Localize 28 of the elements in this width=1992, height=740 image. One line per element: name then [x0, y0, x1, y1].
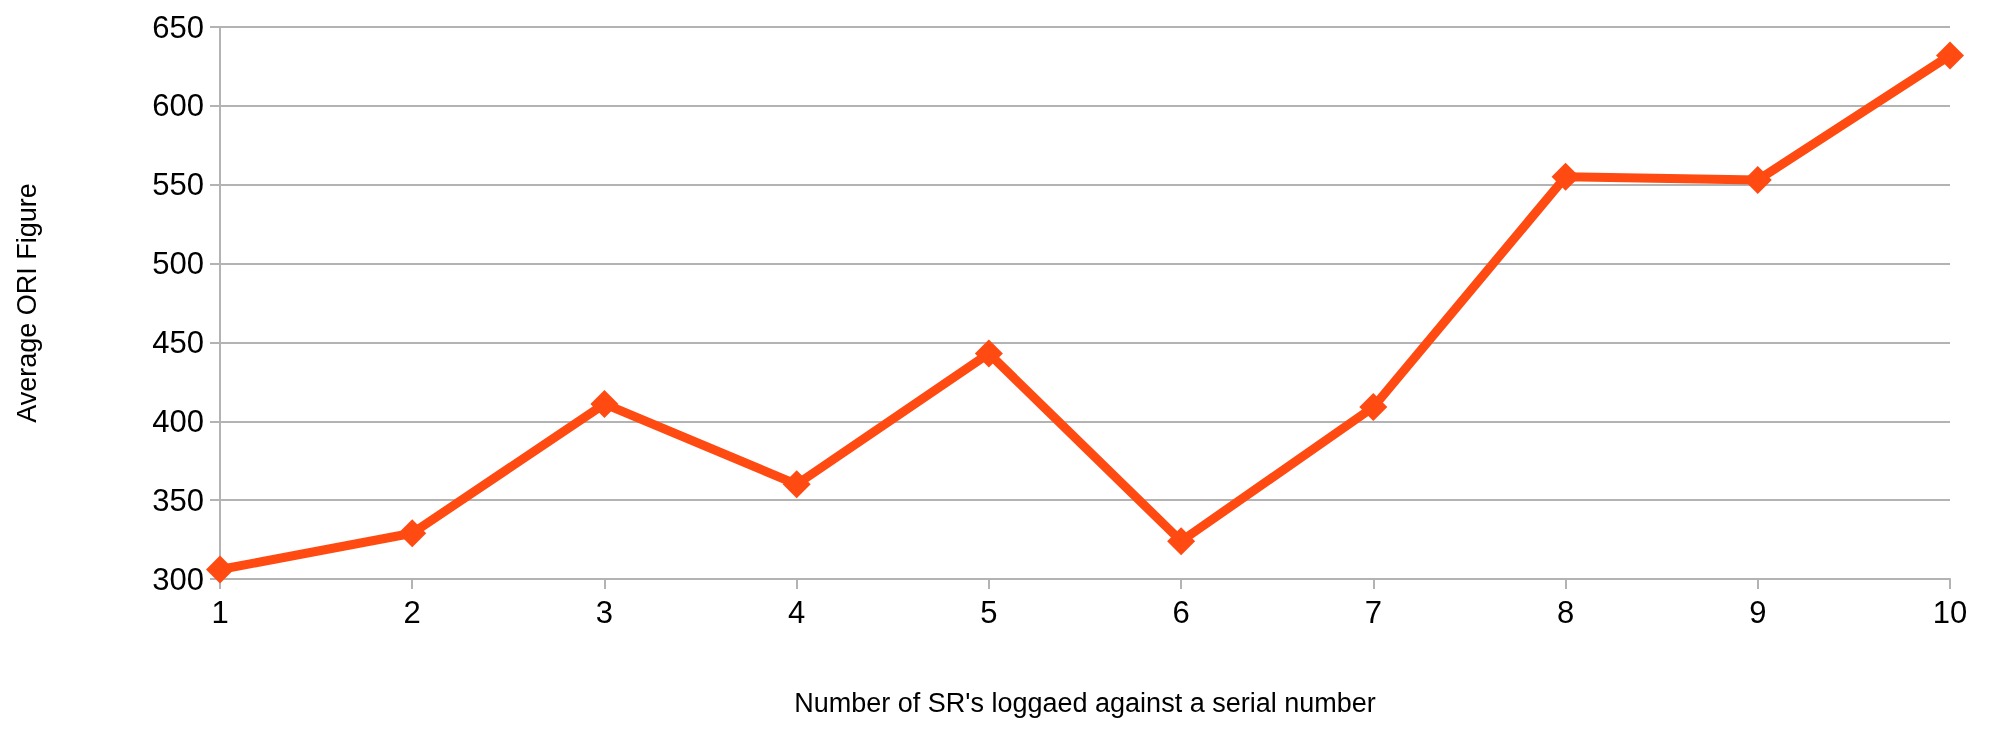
- x-tick-label: 2: [403, 595, 421, 630]
- x-tick-label: 7: [1364, 595, 1382, 630]
- x-tick-label: 1: [211, 595, 229, 630]
- x-axis-title: Number of SR's loggaed against a serial number: [794, 687, 1376, 718]
- x-tick-label: 5: [980, 595, 998, 630]
- y-axis-title: Average ORI Figure: [11, 183, 42, 423]
- y-tick-label: 300: [152, 561, 204, 597]
- y-tick-label: 650: [152, 9, 204, 45]
- point: [1936, 41, 1964, 70]
- y-tick-label: 500: [152, 246, 204, 282]
- y-tick-label: 450: [152, 324, 204, 360]
- x-tick-label: 6: [1172, 595, 1190, 630]
- x-tick-label: 9: [1749, 595, 1767, 630]
- x-tick-label: 4: [788, 595, 806, 630]
- point: [1167, 527, 1196, 556]
- y-tick-label: 600: [152, 88, 204, 124]
- x-tick-label: 8: [1556, 595, 1575, 630]
- point: [782, 470, 811, 499]
- y-tick-label: 350: [152, 482, 204, 518]
- point: [974, 339, 1003, 368]
- y-tick-label: 550: [152, 167, 204, 203]
- point: [590, 389, 619, 418]
- x-tick-label: 3: [595, 595, 614, 630]
- point: [206, 555, 234, 584]
- point: [1359, 393, 1388, 422]
- x-tick-label: 10: [1932, 595, 1968, 630]
- point: [398, 519, 427, 548]
- y-tick-label: 400: [152, 403, 204, 439]
